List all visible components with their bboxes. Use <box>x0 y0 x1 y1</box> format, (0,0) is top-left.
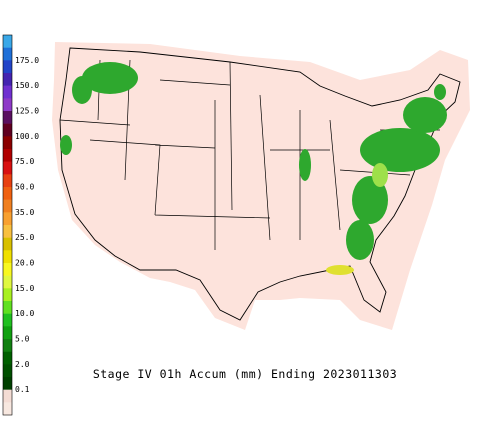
legend-swatch <box>3 263 12 276</box>
precip-areas <box>60 62 447 260</box>
legend-swatch <box>3 237 12 251</box>
legend-swatch <box>3 402 12 416</box>
legend-swatch <box>3 174 12 188</box>
legend-label: 50.0 <box>15 183 34 192</box>
legend-swatch <box>3 47 12 61</box>
precip-area <box>360 128 440 172</box>
precip-area <box>352 176 388 224</box>
legend-label: 100.0 <box>15 132 39 141</box>
legend: 175.0 150.0 125.0 100.0 75.0 50.0 35.0 25.0 20.0… <box>2 34 39 416</box>
precip-area <box>72 76 92 104</box>
legend-label: 75.0 <box>15 157 34 166</box>
legend-swatch <box>3 351 12 365</box>
precip-area <box>82 62 138 94</box>
map-title: Stage IV 01h Accum (mm) Ending 202301130… <box>93 367 397 381</box>
legend-swatch <box>3 123 12 137</box>
legend-swatch <box>3 199 12 213</box>
legend-label: 15.0 <box>15 284 34 293</box>
legend-swatch <box>3 85 12 99</box>
legend-label: 35.0 <box>15 208 34 217</box>
legend-label: 125.0 <box>15 107 39 116</box>
legend-swatch <box>3 149 12 162</box>
legend-swatch <box>3 313 12 327</box>
precip-area <box>372 163 388 187</box>
legend-swatch <box>3 161 12 175</box>
legend-label: 150.0 <box>15 81 39 90</box>
legend-swatch <box>3 301 12 314</box>
legend-swatch <box>3 250 12 264</box>
legend-label: 5.0 <box>15 335 30 344</box>
legend-swatch <box>3 73 12 86</box>
legend-label: 2.0 <box>15 360 30 369</box>
precip-area <box>299 149 311 181</box>
legend-swatch <box>3 212 12 226</box>
legend-swatch <box>3 111 12 124</box>
light-precip <box>326 163 388 275</box>
legend-swatch <box>3 389 12 403</box>
legend-label: 0.1 <box>15 385 30 394</box>
legend-label: 175.0 <box>15 56 39 65</box>
precip-area <box>326 265 354 275</box>
legend-swatch <box>3 364 12 378</box>
legend-swatch <box>3 98 12 112</box>
precip-area <box>60 135 72 155</box>
legend-swatch <box>3 35 12 48</box>
legend-label: 20.0 <box>15 259 34 268</box>
legend-swatch <box>3 187 12 200</box>
precip-area <box>346 220 374 260</box>
legend-swatch <box>3 136 12 150</box>
legend-swatch <box>3 288 12 302</box>
legend-swatch <box>3 225 12 238</box>
legend-swatch <box>3 326 12 340</box>
precip-area <box>434 84 446 100</box>
legend-frame <box>2 34 13 416</box>
legend-swatch <box>3 275 12 289</box>
legend-swatch <box>3 377 12 390</box>
legend-swatch <box>3 339 12 352</box>
legend-label: 25.0 <box>15 233 34 242</box>
legend-swatch <box>3 60 12 74</box>
precip-area <box>403 97 447 133</box>
legend-label: 10.0 <box>15 309 34 318</box>
